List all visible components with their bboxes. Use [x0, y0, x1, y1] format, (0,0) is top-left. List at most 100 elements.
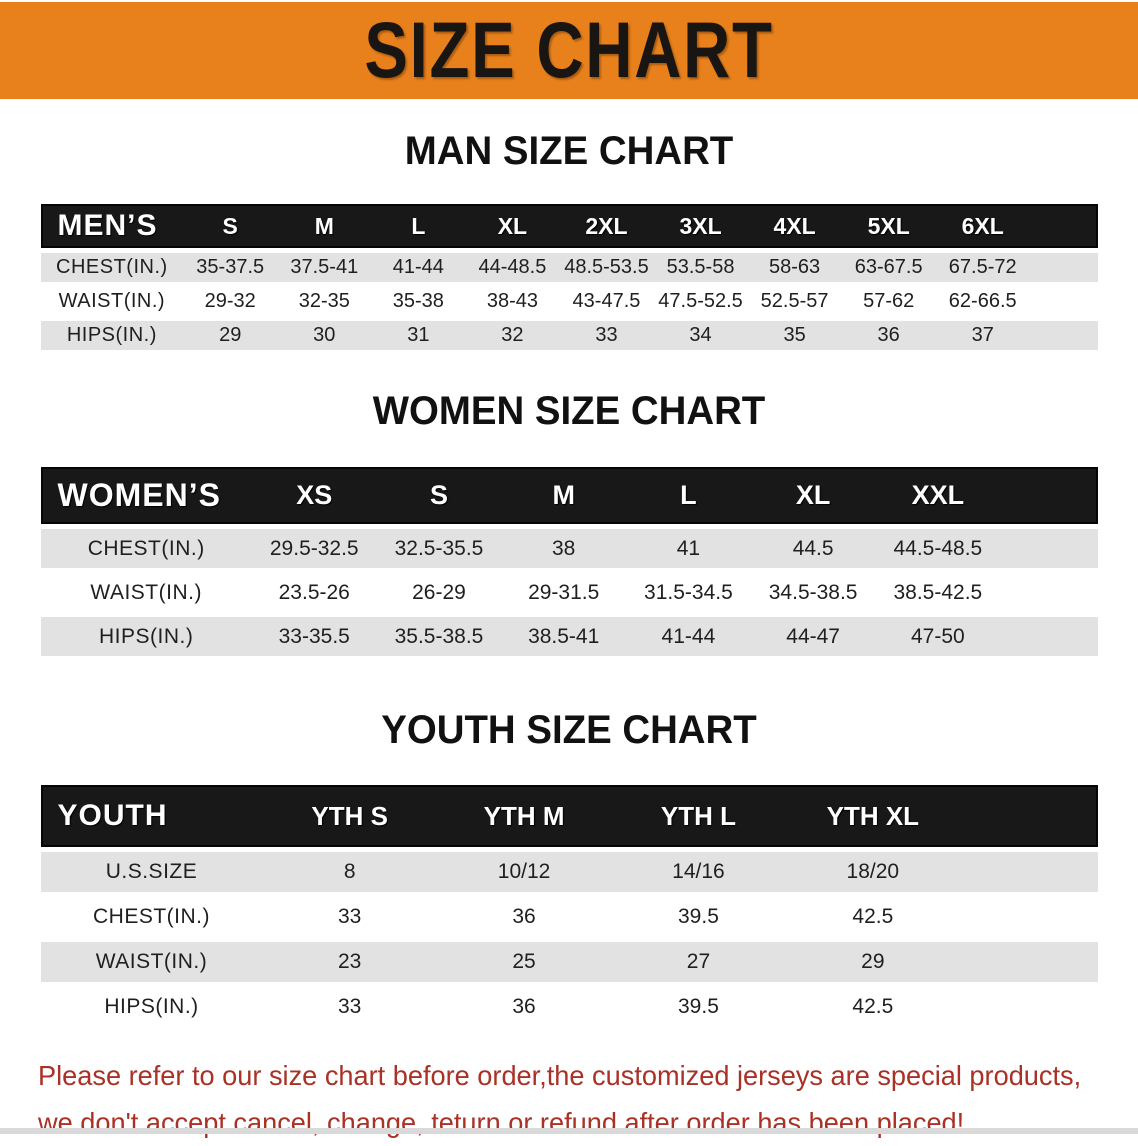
size-column-header: YTH S: [262, 785, 437, 847]
size-column-header: XXL: [875, 467, 1001, 524]
measurement-value: 44.5: [750, 529, 876, 568]
row-spacer: [1029, 321, 1098, 350]
header-spacer: [1000, 467, 1098, 524]
row-spacer: [1000, 617, 1098, 656]
measurement-value: 23.5-26: [251, 573, 377, 612]
row-spacer: [960, 942, 1098, 982]
size-column-header: 3XL: [653, 204, 748, 248]
measurement-value: 10/12: [436, 852, 612, 892]
table-title-label: WOMEN’S: [40, 467, 252, 524]
measurement-value: 29-31.5: [501, 573, 627, 612]
measurement-value: 38.5-42.5: [875, 573, 1001, 612]
measurement-value: 33: [559, 321, 654, 350]
measurement-value: 31: [371, 321, 466, 350]
measurement-value: 44-47: [750, 617, 876, 656]
measurement-value: 44.5-48.5: [875, 529, 1001, 568]
man-section-heading: MAN SIZE CHART: [404, 129, 734, 173]
size-column-header: XL: [465, 204, 560, 248]
measurement-label: CHEST(IN.): [40, 253, 184, 282]
measurement-value: 52.5-57: [747, 287, 842, 316]
measurement-value: 47-50: [875, 617, 1001, 656]
header-spacer: [960, 785, 1098, 847]
measurement-value: 33: [262, 987, 437, 1027]
measurement-value: 53.5-58: [653, 253, 748, 282]
measurement-value: 39.5: [611, 987, 786, 1027]
measurement-value: 29.5-32.5: [251, 529, 377, 568]
measurement-value: 38.5-41: [501, 617, 627, 656]
measurement-value: 23: [262, 942, 437, 982]
measurement-value: 29-32: [183, 287, 278, 316]
measurement-row: U.S.SIZE 8 10/12 14/16 18/20: [40, 852, 1098, 892]
youth-size-section: YOUTH SIZE CHART YOUTH YTH S YTH M YTH L YTH…: [0, 708, 1138, 1032]
size-column-header: S: [376, 467, 502, 524]
measurement-row: HIPS(IN.) 33-35.5 35.5-38.5 38.5-41 41-44 44-…: [40, 617, 1098, 656]
measurement-row: WAIST(IN.) 23 25 27 29: [40, 942, 1098, 982]
measurement-value: 37.5-41: [277, 253, 372, 282]
measurement-value: 32.5-35.5: [376, 529, 502, 568]
size-header-row: WOMEN’S XS S M L XL XXL: [40, 467, 1098, 524]
row-spacer: [1029, 287, 1098, 316]
measurement-value: 32: [465, 321, 560, 350]
measurement-value: 34.5-38.5: [750, 573, 876, 612]
measurement-value: 47.5-52.5: [653, 287, 748, 316]
measurement-row: CHEST(IN.) 33 36 39.5 42.5: [40, 897, 1098, 937]
measurement-value: 38-43: [465, 287, 560, 316]
measurement-value: 35.5-38.5: [376, 617, 502, 656]
disclaimer: Please refer to our size chart before or…: [38, 1052, 1138, 1146]
row-spacer: [960, 897, 1098, 937]
measurement-row: WAIST(IN.) 23.5-26 26-29 29-31.5 31.5-34.5 34…: [40, 573, 1098, 612]
size-header-row: YOUTH YTH S YTH M YTH L YTH XL: [40, 785, 1098, 847]
size-column-header: 5XL: [841, 204, 936, 248]
measurement-value: 41-44: [626, 617, 751, 656]
size-column-header: XL: [750, 467, 876, 524]
size-column-header: YTH XL: [785, 785, 961, 847]
size-column-header: M: [501, 467, 627, 524]
row-spacer: [1000, 573, 1098, 612]
measurement-value: 30: [277, 321, 372, 350]
measurement-value: 18/20: [785, 852, 961, 892]
measurement-value: 67.5-72: [935, 253, 1030, 282]
size-column-header: XS: [251, 467, 377, 524]
measurement-value: 29: [785, 942, 961, 982]
measurement-value: 35-37.5: [183, 253, 278, 282]
size-column-header: M: [277, 204, 372, 248]
men-size-table: MEN’S S M L XL 2XL 3XL 4XL 5XL 6XL CHEST(IN.) 35-37…: [40, 199, 1098, 355]
man-size-section: MAN SIZE CHART MEN’S S M L XL 2XL 3XL 4XL 5XL 6XL…: [0, 129, 1138, 355]
size-column-header: S: [183, 204, 278, 248]
measurement-label: HIPS(IN.): [40, 321, 184, 350]
size-column-header: L: [371, 204, 466, 248]
women-size-section: WOMEN SIZE CHART WOMEN’S XS S M L XL XXL CHEST(…: [0, 389, 1138, 661]
disclaimer-line-2: we don't accept cancel, change, teturn o…: [38, 1107, 965, 1138]
women-size-table: WOMEN’S XS S M L XL XXL CHEST(IN.) 29.5-32.5 32.5…: [40, 462, 1098, 661]
measurement-label: HIPS(IN.): [40, 987, 263, 1027]
size-column-header: YTH L: [611, 785, 786, 847]
measurement-value: 27: [611, 942, 786, 982]
bottom-strip: [0, 1128, 1138, 1134]
table-title-label: MEN’S: [40, 204, 184, 248]
measurement-value: 32-35: [277, 287, 372, 316]
measurement-value: 57-62: [841, 287, 936, 316]
measurement-value: 35: [747, 321, 842, 350]
measurement-value: 25: [436, 942, 612, 982]
measurement-value: 48.5-53.5: [559, 253, 654, 282]
size-column-header: 6XL: [935, 204, 1030, 248]
measurement-value: 36: [436, 897, 612, 937]
size-header-row: MEN’S S M L XL 2XL 3XL 4XL 5XL 6XL: [40, 204, 1098, 248]
measurement-value: 41-44: [371, 253, 466, 282]
size-column-header: 4XL: [747, 204, 842, 248]
measurement-label: CHEST(IN.): [40, 897, 263, 937]
measurement-row: WAIST(IN.) 29-32 32-35 35-38 38-43 43-47.5 47.…: [40, 287, 1098, 316]
page-title: SIZE CHART: [364, 5, 774, 95]
measurement-value: 36: [436, 987, 612, 1027]
measurement-row: HIPS(IN.) 29 30 31 32 33 34 35 36 37: [40, 321, 1098, 350]
measurement-value: 33: [262, 897, 437, 937]
measurement-value: 63-67.5: [841, 253, 936, 282]
table-title-label: YOUTH: [40, 785, 263, 847]
disclaimer-line-1: Please refer to our size chart before or…: [38, 1060, 1082, 1091]
measurement-value: 44-48.5: [465, 253, 560, 282]
measurement-value: 37: [935, 321, 1030, 350]
measurement-value: 14/16: [611, 852, 786, 892]
measurement-label: WAIST(IN.): [40, 573, 252, 612]
measurement-value: 35-38: [371, 287, 466, 316]
women-section-heading: WOMEN SIZE CHART: [372, 389, 766, 433]
